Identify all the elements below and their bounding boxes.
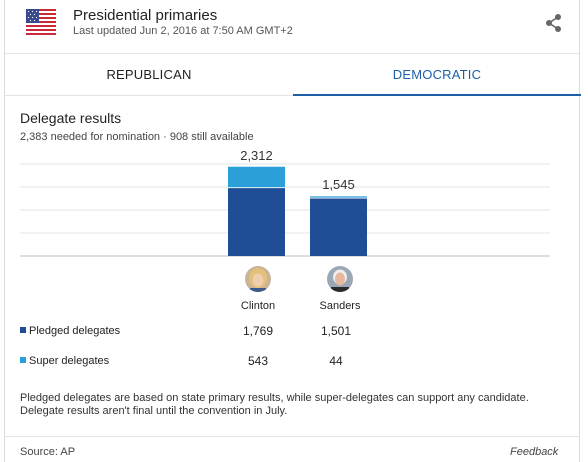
us-flag-icon — [26, 9, 56, 35]
clinton-pledged-value: 1,769 — [242, 324, 274, 338]
tab-democratic[interactable]: DEMOCRATIC — [293, 54, 581, 96]
sanders-total-label: 1,545 — [322, 177, 355, 193]
section-subtitle: 2,383 needed for nomination · 908 still … — [20, 131, 254, 143]
clinton-avatar — [245, 266, 271, 292]
source-text: Source: AP — [20, 446, 76, 458]
sanders-pledged-bar — [310, 198, 367, 256]
card-footer: Source: AP Feedback — [5, 436, 579, 462]
super-delegates-row-label: Super delegates — [20, 355, 109, 367]
sanders-super-bar — [310, 196, 367, 199]
super-swatch — [20, 357, 26, 363]
party-tabs: REPUBLICAN DEMOCRATIC — [5, 54, 581, 96]
sanders-name: Sanders — [319, 300, 361, 312]
clinton-total-label: 2,312 — [240, 147, 273, 163]
sanders-portrait-icon — [327, 266, 353, 292]
pledged-swatch — [20, 327, 26, 333]
tab-republican[interactable]: REPUBLICAN — [106, 67, 192, 82]
delegate-bar-chart — [20, 163, 550, 257]
clinton-super-value: 543 — [247, 354, 269, 368]
last-updated-text: Last updated Jun 2, 2016 at 7:50 AM GMT+… — [73, 25, 293, 37]
card-title: Presidential primaries — [73, 7, 218, 24]
section-title: Delegate results — [20, 110, 122, 126]
sanders-super-value: 44 — [329, 354, 343, 368]
results-card: Presidential primaries Last updated Jun … — [4, 0, 581, 462]
clinton-super-bar — [228, 166, 285, 188]
sanders-avatar — [327, 266, 353, 292]
clinton-pledged-bar — [228, 187, 285, 256]
clinton-portrait-icon — [245, 266, 271, 292]
share-icon[interactable] — [543, 12, 565, 34]
feedback-link[interactable]: Feedback — [510, 446, 559, 458]
pledged-label-text: Pledged delegates — [29, 325, 121, 337]
pledged-delegates-row-label: Pledged delegates — [20, 325, 120, 337]
footnote: Pledged delegates are based on state pri… — [20, 392, 529, 417]
sanders-pledged-value: 1,501 — [320, 324, 352, 338]
clinton-name: Clinton — [240, 300, 276, 312]
super-label-text: Super delegates — [29, 355, 110, 367]
card-header: Presidential primaries Last updated Jun … — [5, 0, 579, 54]
